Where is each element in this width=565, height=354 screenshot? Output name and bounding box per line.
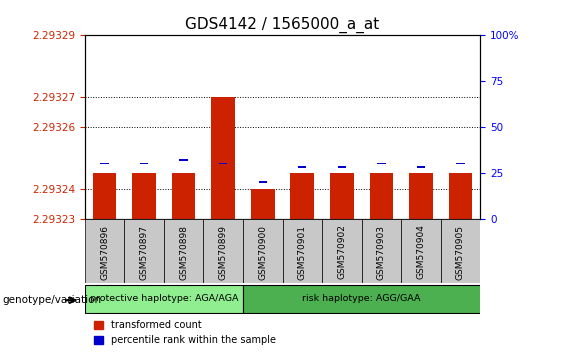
FancyBboxPatch shape xyxy=(322,219,362,283)
FancyBboxPatch shape xyxy=(203,219,243,283)
Bar xyxy=(370,173,393,219)
Text: GSM570900: GSM570900 xyxy=(258,224,267,280)
Bar xyxy=(338,166,346,168)
Text: GSM570903: GSM570903 xyxy=(377,224,386,280)
Text: GSM570904: GSM570904 xyxy=(416,224,425,279)
Bar xyxy=(251,189,275,219)
FancyBboxPatch shape xyxy=(401,219,441,283)
Bar xyxy=(259,181,267,183)
Text: GSM570897: GSM570897 xyxy=(140,224,149,280)
Text: GSM570905: GSM570905 xyxy=(456,224,465,280)
Bar xyxy=(298,166,306,168)
Text: GSM570899: GSM570899 xyxy=(219,224,228,280)
Text: GSM570898: GSM570898 xyxy=(179,224,188,280)
Text: GSM570901: GSM570901 xyxy=(298,224,307,280)
Text: risk haplotype: AGG/GAA: risk haplotype: AGG/GAA xyxy=(302,294,421,303)
Legend: transformed count, percentile rank within the sample: transformed count, percentile rank withi… xyxy=(90,316,280,349)
FancyBboxPatch shape xyxy=(243,219,282,283)
Bar xyxy=(219,162,227,164)
Text: protective haplotype: AGA/AGA: protective haplotype: AGA/AGA xyxy=(90,294,238,303)
FancyBboxPatch shape xyxy=(441,219,480,283)
FancyBboxPatch shape xyxy=(282,219,322,283)
Bar xyxy=(409,173,433,219)
Title: GDS4142 / 1565000_a_at: GDS4142 / 1565000_a_at xyxy=(185,16,380,33)
FancyBboxPatch shape xyxy=(85,285,243,313)
Bar xyxy=(330,173,354,219)
FancyBboxPatch shape xyxy=(243,285,565,313)
Bar xyxy=(449,173,472,219)
Bar xyxy=(180,159,188,161)
Bar xyxy=(457,162,464,164)
Text: genotype/variation: genotype/variation xyxy=(3,295,102,305)
Bar xyxy=(93,173,116,219)
FancyBboxPatch shape xyxy=(85,219,124,283)
Bar xyxy=(140,162,148,164)
FancyBboxPatch shape xyxy=(362,219,401,283)
Bar xyxy=(417,166,425,168)
FancyBboxPatch shape xyxy=(124,219,164,283)
Bar xyxy=(377,162,385,164)
Bar xyxy=(290,173,314,219)
FancyBboxPatch shape xyxy=(164,219,203,283)
Text: GSM570896: GSM570896 xyxy=(100,224,109,280)
Text: GSM570902: GSM570902 xyxy=(337,224,346,279)
Bar xyxy=(211,97,235,219)
Bar xyxy=(132,173,156,219)
Bar xyxy=(101,162,108,164)
Bar xyxy=(172,173,195,219)
